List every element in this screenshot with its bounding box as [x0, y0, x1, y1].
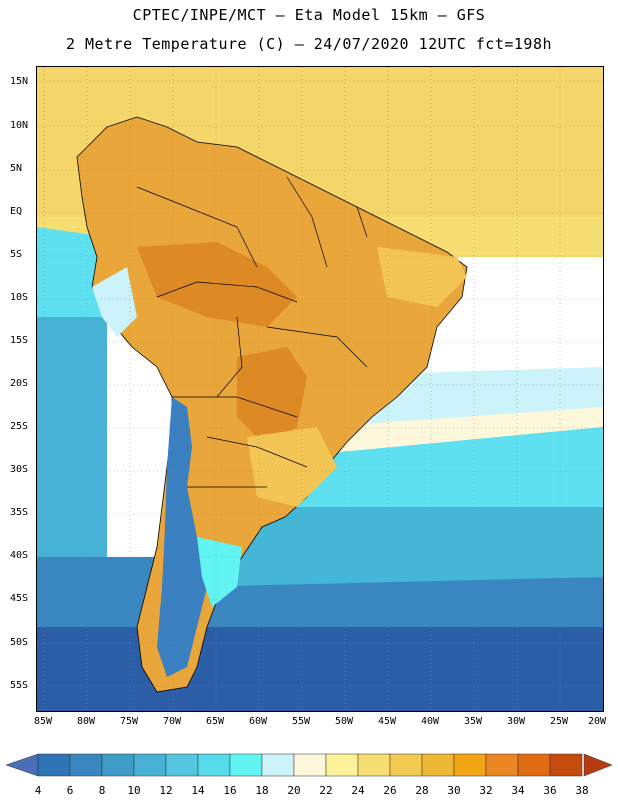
- lat-label-eq: EQ: [10, 206, 23, 217]
- colorbar-label-24: 24: [351, 784, 365, 797]
- mild-northeast: [377, 247, 467, 307]
- colorbar-label-26: 26: [383, 784, 397, 797]
- colorbar-cell: [37, 753, 71, 777]
- lat-label-50s: 50S: [10, 637, 29, 648]
- colorbar-label-4: 4: [34, 784, 42, 797]
- colorbar-cell: [229, 753, 263, 777]
- colorbar-cell: [101, 753, 135, 777]
- lon-label-70w: 70W: [162, 716, 182, 727]
- lat-label-15s: 15S: [10, 335, 29, 346]
- colorbar-cell: [453, 753, 487, 777]
- colorbar-label-36: 36: [543, 784, 557, 797]
- colorbar-label-6: 6: [66, 784, 74, 797]
- colorbar-cell: [421, 753, 455, 777]
- patagonia-cyan: [197, 537, 242, 607]
- lat-label-5s: 5S: [10, 249, 23, 260]
- hot-interior-chaco: [237, 347, 307, 447]
- lon-label-65w: 65W: [205, 716, 225, 727]
- colorbar-cell: [165, 753, 199, 777]
- colorbar-label-12: 12: [159, 784, 173, 797]
- ocean-band-far-south: [37, 627, 603, 711]
- colorbar-cell: [549, 753, 583, 777]
- lat-label-15n: 15N: [10, 76, 29, 87]
- temperature-map: [36, 66, 604, 712]
- lat-label-25s: 25S: [10, 421, 29, 432]
- lon-label-60w: 60W: [248, 716, 268, 727]
- map-title-line2: 2 Metre Temperature (C) – 24/07/2020 12U…: [65, 35, 553, 53]
- colorbar-label-16: 16: [223, 784, 237, 797]
- colorbar-cell: [133, 753, 167, 777]
- lat-label-20s: 20S: [10, 378, 29, 389]
- colorbar-cell: [261, 753, 295, 777]
- lon-label-20w: 20W: [587, 716, 607, 727]
- colorbar-label-32: 32: [479, 784, 493, 797]
- colorbar-cell: [293, 753, 327, 777]
- colorbar-cell: [357, 753, 391, 777]
- colorbar-left-arrow: [5, 753, 39, 777]
- colorbar: [5, 753, 613, 777]
- lat-label-45s: 45S: [10, 593, 29, 604]
- colorbar-label-14: 14: [191, 784, 205, 797]
- colorbar-label-8: 8: [98, 784, 106, 797]
- map-title-line1: CPTEC/INPE/MCT – Eta Model 15km – GFS: [132, 6, 486, 24]
- colorbar-cell: [69, 753, 103, 777]
- colorbar-cell: [485, 753, 519, 777]
- andes-cold-strip: [157, 397, 207, 677]
- lat-label-35s: 35S: [10, 507, 29, 518]
- colorbar-right-arrow: [583, 753, 613, 777]
- lon-label-85w: 85W: [33, 716, 53, 727]
- colorbar-cell: [517, 753, 551, 777]
- lat-label-10n: 10N: [10, 120, 29, 131]
- mild-south: [247, 427, 337, 507]
- colorbar-cell: [197, 753, 231, 777]
- lat-label-40s: 40S: [10, 550, 29, 561]
- lat-label-55s: 55S: [10, 680, 29, 691]
- country-borders: [136, 176, 368, 488]
- lat-label-30s: 30S: [10, 464, 29, 475]
- lon-label-50w: 50W: [334, 716, 354, 727]
- lon-label-75w: 75W: [119, 716, 139, 727]
- colorbar-label-22: 22: [319, 784, 333, 797]
- graticule: [37, 67, 603, 711]
- andes-light-north: [92, 267, 137, 337]
- lat-label-5n: 5N: [10, 163, 23, 174]
- lon-label-45w: 45W: [377, 716, 397, 727]
- hot-interior-amazon: [137, 242, 297, 327]
- colorbar-label-34: 34: [511, 784, 525, 797]
- lon-label-25w: 25W: [549, 716, 569, 727]
- ocean-band-mid-west: [37, 317, 107, 557]
- colorbar-label-30: 30: [447, 784, 461, 797]
- colorbar-label-28: 28: [415, 784, 429, 797]
- colorbar-label-10: 10: [127, 784, 141, 797]
- lon-label-35w: 35W: [463, 716, 483, 727]
- lon-label-40w: 40W: [420, 716, 440, 727]
- colorbar-label-38: 38: [575, 784, 589, 797]
- colorbar-cell: [389, 753, 423, 777]
- colorbar-cell: [325, 753, 359, 777]
- colorbar-label-20: 20: [287, 784, 301, 797]
- lon-label-30w: 30W: [506, 716, 526, 727]
- colorbar-label-18: 18: [255, 784, 269, 797]
- lon-label-80w: 80W: [76, 716, 96, 727]
- lon-label-55w: 55W: [291, 716, 311, 727]
- lat-label-10s: 10S: [10, 292, 29, 303]
